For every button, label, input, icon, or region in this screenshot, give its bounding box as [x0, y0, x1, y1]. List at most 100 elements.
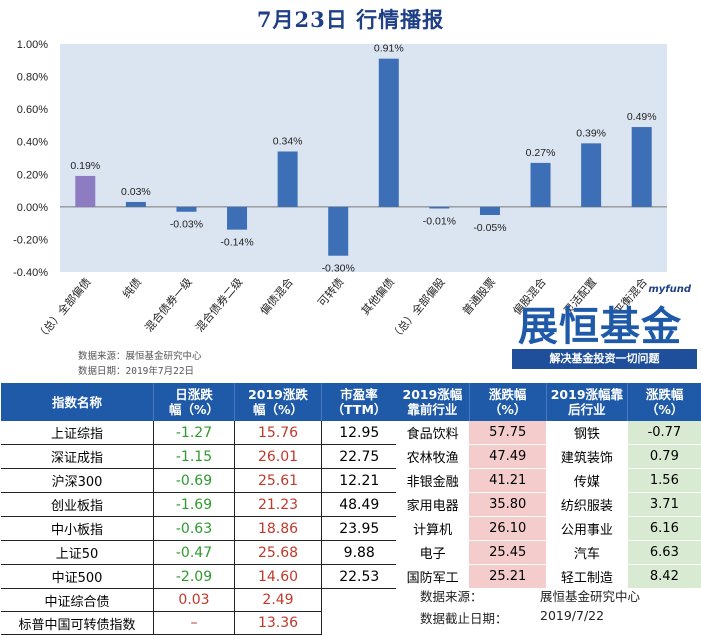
index-name: 深证成指 — [1, 444, 154, 469]
header-top-industry: 2019涨幅 靠前行业 — [396, 383, 470, 421]
index-year-change: 15.76 — [234, 421, 322, 445]
data-label: 0.39% — [576, 127, 606, 139]
y-tick-label: 0.20% — [17, 169, 48, 181]
index-pe: 22.75 — [321, 444, 397, 469]
y-tick-label: 0.60% — [17, 104, 48, 116]
header-top-change: 涨跌幅 （%） — [469, 383, 547, 421]
index-day-change: -0.47 — [153, 540, 235, 565]
category-label: 可转债 — [315, 275, 347, 309]
y-tick-label: 0.40% — [17, 137, 48, 149]
index-name: 沪深300 — [1, 468, 154, 493]
table-row: 农林牧渔 47.49 建筑装饰 0.79 — [396, 444, 701, 469]
bond-day-change: – — [153, 611, 235, 635]
index-pe: 23.95 — [321, 516, 397, 541]
bond-empty-cell — [322, 589, 397, 612]
index-name: 上证综指 — [1, 421, 154, 445]
top-industry-name: 国防军工 — [396, 564, 470, 589]
category-label: 混合债券二级 — [192, 275, 245, 335]
data-label: 0.03% — [121, 186, 151, 198]
header-day-change: 日涨跌 幅（%） — [153, 383, 235, 421]
logo-main-text: 展恒基金 — [518, 304, 682, 350]
index-day-change: -0.63 — [153, 516, 235, 541]
footer-date-value: 2019/7/22 — [540, 608, 605, 623]
bar-chart: 1.00% 0.80% 0.60% 0.40% 0.20% 0.00% -0.20% -0.4… — [13, 40, 667, 343]
bar — [479, 206, 500, 215]
index-day-change: -0.69 — [153, 468, 235, 493]
bar — [378, 58, 399, 207]
table-row: 中证500 -2.09 14.60 22.53 — [1, 564, 397, 589]
index-name: 上证50 — [1, 540, 154, 565]
chart-source-note: 数据来源：展恒基金研究中心 — [78, 351, 202, 362]
data-label: 0.49% — [627, 111, 657, 123]
header-index-name: 指数名称 — [1, 383, 154, 421]
top-industry-change: 57.75 — [469, 421, 547, 445]
header-bottom-change: 涨跌幅 （%） — [627, 383, 701, 421]
data-label: 0.34% — [273, 135, 303, 147]
index-year-change: 14.60 — [234, 564, 322, 589]
index-day-change: -2.09 — [153, 564, 235, 589]
table-row: 沪深300 -0.69 25.61 12.21 — [1, 468, 397, 493]
top-industry-name: 食品饮料 — [396, 421, 470, 445]
bottom-industry-name: 汽车 — [546, 540, 628, 565]
index-year-change: 26.01 — [234, 444, 322, 469]
bond-empty-cell — [322, 612, 397, 635]
category-label: 普通股票 — [459, 275, 498, 318]
bar — [125, 201, 146, 207]
top-industry-change: 25.21 — [469, 564, 547, 589]
table-row: 中证综合债 0.03 2.49 — [1, 588, 397, 612]
y-tick-label: -0.20% — [13, 234, 48, 246]
table-row: 上证综指 -1.27 15.76 12.95 — [1, 421, 397, 445]
bottom-industry-name: 钢铁 — [546, 421, 628, 445]
bottom-industry-change: 0.79 — [627, 444, 701, 469]
index-day-change: -1.15 — [153, 444, 235, 469]
bar — [227, 206, 248, 230]
category-label: （总）全部偏债 — [33, 275, 93, 343]
top-industry-change: 25.45 — [469, 540, 547, 565]
plot-area — [60, 44, 667, 272]
bottom-industry-change: 1.56 — [627, 468, 701, 493]
table-row: 非银金融 41.21 传媒 1.56 — [396, 468, 701, 493]
top-industry-change: 26.10 — [469, 516, 547, 541]
data-label: 0.27% — [526, 147, 556, 159]
table-row: 上证50 -0.47 25.68 9.88 — [1, 540, 397, 565]
index-name: 中小板指 — [1, 516, 154, 541]
table-row: 标普中国可转债指数 –13.36 — [1, 611, 397, 635]
logo-slogan: 解决基金投资一切问题 — [512, 349, 697, 369]
bond-index-name: 中证综合债 — [1, 588, 154, 612]
table-row: 国防军工 25.21 轻工制造 8.42 — [396, 564, 701, 589]
chart-date-note: 数据日期：2019年7月22日 — [78, 366, 195, 377]
index-year-change: 21.23 — [234, 492, 322, 517]
top-industry-name: 农林牧渔 — [396, 444, 470, 469]
bottom-industry-change: 6.16 — [627, 516, 701, 541]
bottom-industry-name: 公用事业 — [546, 516, 628, 541]
top-industry-name: 计算机 — [396, 516, 470, 541]
bar — [429, 206, 450, 209]
bond-year-change: 13.36 — [234, 611, 322, 635]
bar — [581, 143, 602, 207]
footer-date-label: 数据截止日期： — [420, 611, 508, 626]
table-row: 电子 25.45 汽车 6.63 — [396, 540, 701, 565]
data-label: -0.03% — [170, 219, 203, 231]
table-row: 深证成指 -1.15 26.01 22.75 — [1, 444, 397, 469]
bar — [75, 175, 96, 207]
footer-source-label: 数据来源： — [420, 589, 483, 604]
table-row: 中小板指 -0.63 18.86 23.95 — [1, 516, 397, 541]
index-pe: 12.95 — [321, 421, 397, 445]
data-label: -0.01% — [423, 215, 456, 227]
table-row: 创业板指 -1.69 21.23 48.49 — [1, 492, 397, 517]
table-row: 家用电器 35.80 纺织服装 3.71 — [396, 492, 701, 517]
data-label: 0.19% — [70, 160, 100, 172]
bar — [277, 151, 298, 207]
bottom-industry-change: 6.63 — [627, 540, 701, 565]
index-name: 中证500 — [1, 564, 154, 589]
index-day-change: -1.27 — [153, 421, 235, 445]
table-row: 计算机 26.10 公用事业 6.16 — [396, 516, 701, 541]
category-label: 偏债混合 — [257, 275, 296, 318]
header-year-change: 2019涨跌 幅（%） — [234, 383, 322, 421]
page-title: 7月23日 行情播报 — [256, 7, 445, 32]
category-label: 纯债 — [119, 275, 144, 301]
bar — [631, 127, 652, 207]
index-pe: 22.53 — [321, 564, 397, 589]
industry-table: 2019涨幅 靠前行业 涨跌幅 （%） 2019涨幅靠 后行业 涨跌幅 （%） … — [396, 383, 701, 589]
bottom-industry-name: 建筑装饰 — [546, 444, 628, 469]
